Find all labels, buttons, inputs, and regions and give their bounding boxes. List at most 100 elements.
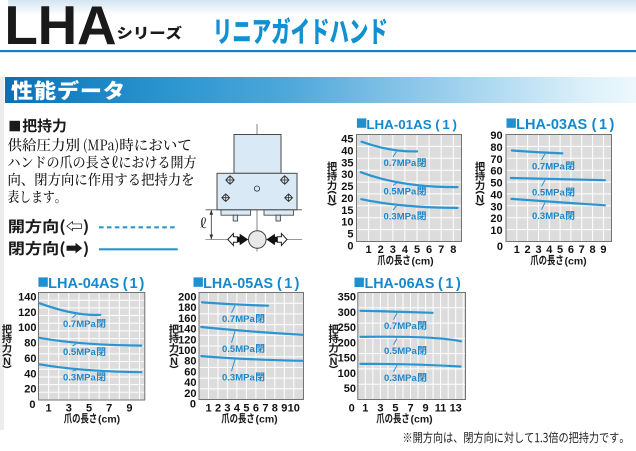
svg-text:80: 80 [490, 142, 502, 154]
svg-text:7: 7 [579, 244, 585, 256]
svg-text:0: 0 [29, 399, 35, 411]
svg-text:10: 10 [341, 217, 353, 229]
svg-text:(cm): (cm) [411, 414, 433, 426]
svg-text:2: 2 [525, 244, 531, 256]
svg-text:30: 30 [490, 201, 502, 213]
svg-text:13: 13 [450, 402, 462, 414]
svg-text:3: 3 [390, 244, 396, 256]
svg-text:0.7MPa: 0.7MPa [384, 158, 417, 169]
svg-text:8: 8 [450, 244, 456, 256]
svg-text:140: 140 [178, 324, 196, 336]
svg-text:N: N [476, 193, 484, 205]
svg-text:0.5MPa: 0.5MPa [222, 344, 255, 355]
svg-text:0.5MPa: 0.5MPa [384, 346, 417, 357]
svg-text:LHA-01AS: LHA-01AS [366, 117, 431, 132]
svg-text:11: 11 [435, 402, 447, 414]
svg-text:5: 5 [243, 402, 249, 414]
svg-text:9: 9 [600, 244, 606, 256]
svg-text:50: 50 [490, 178, 502, 190]
svg-text:6: 6 [426, 244, 432, 256]
svg-text:2: 2 [378, 244, 384, 256]
svg-text:0: 0 [347, 241, 353, 253]
svg-text:70: 70 [490, 154, 502, 166]
svg-text:0: 0 [190, 399, 196, 411]
svg-text:LHA-05AS: LHA-05AS [203, 276, 273, 292]
svg-text:100: 100 [178, 345, 196, 357]
svg-text:6: 6 [253, 402, 259, 414]
svg-text:0.7MPa: 0.7MPa [532, 161, 565, 172]
svg-text:4: 4 [234, 402, 241, 414]
svg-text:0.5MPa: 0.5MPa [384, 187, 417, 198]
svg-text:40: 40 [24, 368, 36, 380]
svg-text:0.3MPa: 0.3MPa [384, 211, 417, 222]
svg-text:8: 8 [590, 244, 596, 256]
svg-text:(cm): (cm) [98, 414, 120, 426]
svg-text:20: 20 [24, 384, 36, 396]
svg-text:N: N [328, 193, 336, 205]
svg-text:0.3MPa: 0.3MPa [63, 372, 96, 383]
svg-text:(cm): (cm) [412, 255, 434, 267]
svg-text:150: 150 [338, 353, 356, 365]
svg-text:200: 200 [178, 292, 196, 304]
svg-text:N: N [170, 356, 178, 368]
svg-text:50: 50 [344, 383, 356, 395]
svg-text:25: 25 [341, 181, 353, 193]
svg-text:20: 20 [490, 213, 502, 225]
svg-text:1: 1 [514, 244, 520, 256]
svg-text:180: 180 [178, 302, 196, 314]
svg-text:5: 5 [392, 402, 398, 414]
svg-text:LHA-06AS: LHA-06AS [365, 276, 435, 292]
svg-text:(cm): (cm) [256, 414, 278, 426]
svg-text:0.3MPa: 0.3MPa [384, 373, 417, 384]
svg-text:LHA-04AS: LHA-04AS [48, 276, 119, 292]
svg-text:3: 3 [535, 244, 541, 256]
svg-text:0.7MPa: 0.7MPa [222, 314, 255, 325]
svg-text:0.5MPa: 0.5MPa [532, 188, 565, 199]
svg-text:200: 200 [338, 337, 356, 349]
svg-text:0.7MPa: 0.7MPa [384, 321, 417, 332]
svg-text:(1): (1) [277, 276, 302, 292]
svg-text:0.3MPa: 0.3MPa [222, 373, 255, 384]
svg-text:(1): (1) [438, 276, 463, 292]
svg-text:(1): (1) [123, 276, 146, 292]
svg-text:160: 160 [178, 313, 196, 325]
svg-text:N: N [3, 356, 11, 368]
svg-text:0.3MPa: 0.3MPa [532, 211, 565, 222]
svg-text:10: 10 [490, 225, 502, 237]
svg-text:120: 120 [18, 307, 36, 319]
svg-text:3: 3 [66, 402, 72, 414]
svg-text:9: 9 [126, 402, 132, 414]
svg-text:5: 5 [347, 229, 353, 241]
svg-text:15: 15 [341, 205, 353, 217]
svg-text:1: 1 [46, 402, 52, 414]
svg-text:3: 3 [377, 402, 383, 414]
svg-text:40: 40 [341, 145, 353, 157]
svg-text:60: 60 [490, 166, 502, 178]
svg-text:3: 3 [224, 402, 230, 414]
svg-text:2: 2 [215, 402, 221, 414]
svg-text:(1): (1) [435, 117, 459, 132]
svg-text:8: 8 [272, 402, 278, 414]
svg-text:100: 100 [338, 368, 356, 380]
svg-text:35: 35 [341, 157, 353, 169]
svg-text:1: 1 [366, 244, 372, 256]
svg-text:140: 140 [18, 292, 36, 304]
svg-text:LHA: LHA [4, 0, 116, 56]
svg-text:120: 120 [178, 334, 196, 346]
svg-text:350: 350 [338, 292, 356, 304]
svg-text:80: 80 [24, 338, 36, 350]
svg-text:4: 4 [402, 244, 409, 256]
svg-text:40: 40 [490, 189, 502, 201]
svg-text:10: 10 [288, 402, 300, 414]
svg-text:100: 100 [18, 322, 36, 334]
svg-text:0: 0 [497, 241, 503, 253]
svg-text:5: 5 [86, 402, 92, 414]
svg-text:7: 7 [407, 402, 413, 414]
svg-text:LHA-03AS: LHA-03AS [516, 117, 587, 133]
svg-text:(1): (1) [592, 117, 617, 133]
svg-text:5: 5 [557, 244, 563, 256]
svg-text:60: 60 [24, 353, 36, 365]
svg-text:30: 30 [341, 169, 353, 181]
svg-text:1: 1 [362, 402, 368, 414]
svg-text:300: 300 [338, 307, 356, 319]
